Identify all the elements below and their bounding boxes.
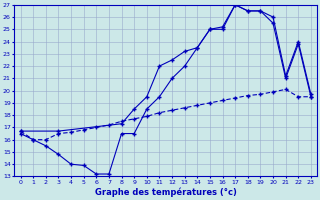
X-axis label: Graphe des températures (°c): Graphe des températures (°c) — [95, 188, 237, 197]
